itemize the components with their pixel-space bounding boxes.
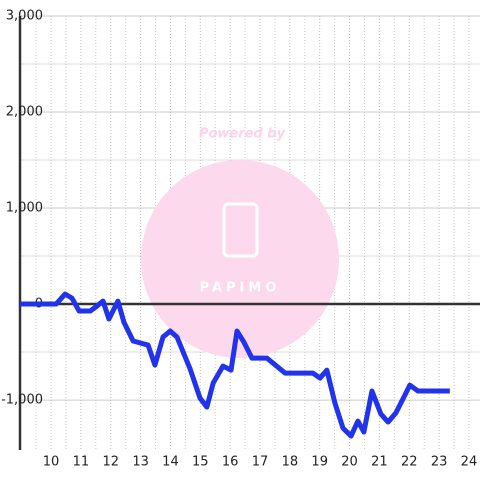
x-tick-label: 24	[461, 455, 478, 470]
y-tick-label: 1,000	[6, 201, 43, 216]
x-tick-label: 16	[222, 455, 239, 470]
x-tick-label: 22	[401, 455, 418, 470]
watermark-text: Powered by	[199, 127, 286, 142]
y-tick-label: 2,000	[6, 105, 43, 120]
y-tick-label: -1,000	[1, 393, 43, 408]
x-tick-label: 18	[282, 455, 299, 470]
x-tick-label: 17	[252, 455, 269, 470]
x-tick-label: 23	[431, 455, 448, 470]
watermark-circle	[141, 160, 339, 358]
x-tick-label: 12	[102, 455, 119, 470]
x-tick-label: 14	[162, 455, 179, 470]
x-tick-label: 10	[43, 455, 60, 470]
watermark-logo: PAPIMO	[200, 281, 281, 296]
x-tick-label: 15	[192, 455, 209, 470]
watermark: Powered by PAPIMO	[141, 127, 339, 358]
x-tick-label: 11	[73, 455, 90, 470]
x-tick-label: 21	[371, 455, 388, 470]
y-tick-label: 3,000	[6, 9, 43, 24]
x-tick-label: 20	[341, 455, 358, 470]
x-tick-label: 19	[311, 455, 328, 470]
data-line	[20, 291, 450, 439]
watermark-icon	[222, 202, 259, 258]
x-tick-label: 13	[132, 455, 149, 470]
